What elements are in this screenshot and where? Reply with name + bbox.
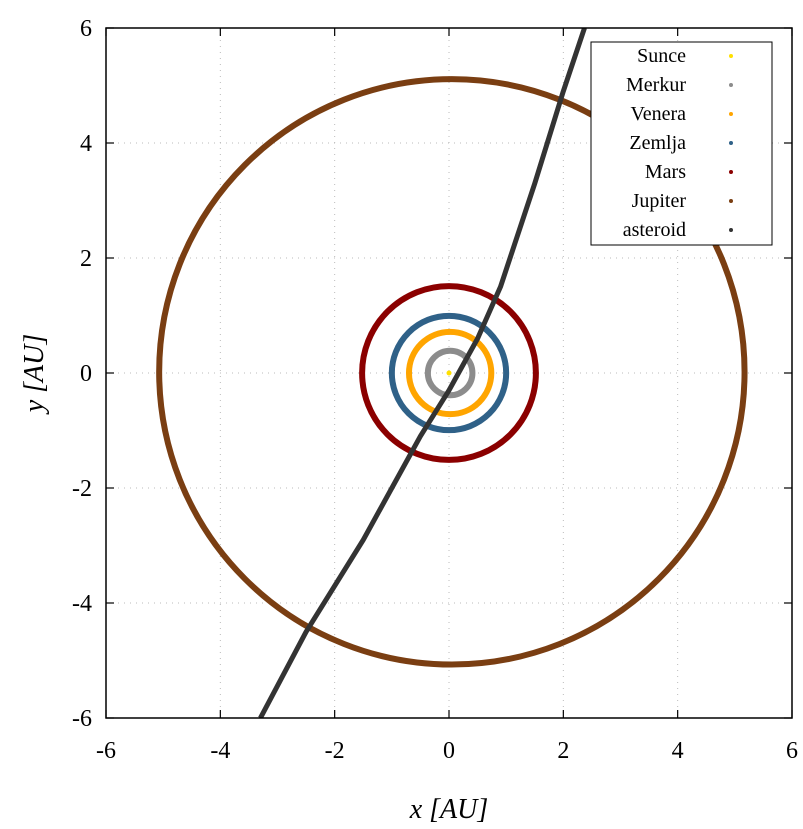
point-sunce xyxy=(446,370,452,376)
orbit-mars xyxy=(359,283,539,463)
orbit-venera xyxy=(405,328,495,418)
y-tick-label: -6 xyxy=(72,706,92,732)
plot-series xyxy=(156,28,748,718)
x-axis-label: x [AU] xyxy=(409,794,489,825)
orbit-jupiter xyxy=(156,76,748,668)
legend: Sunce Merkur Venera Zemlja Mars Jupiter astero… xyxy=(590,41,773,246)
axis-ticks: -6 -4 -2 0 2 4 6 -6 -4 -2 0 2 4 6 xyxy=(72,16,798,764)
legend-box xyxy=(590,41,773,246)
orbit-merkur xyxy=(424,347,476,399)
legend-marker-merkur xyxy=(729,83,733,87)
legend-label-jupiter: Jupiter xyxy=(632,190,687,212)
x-tick-label: 2 xyxy=(557,738,569,764)
legend-label-asteroid: asteroid xyxy=(623,219,686,241)
y-tick-label: -2 xyxy=(72,476,92,502)
y-axis-label: y [AU] xyxy=(19,334,50,416)
y-tick-label: -4 xyxy=(72,591,92,617)
y-tick-label: 0 xyxy=(80,361,92,387)
x-tick-label: -4 xyxy=(210,738,230,764)
legend-marker-venera xyxy=(729,112,733,116)
grid xyxy=(106,28,792,718)
legend-label-sunce: Sunce xyxy=(637,45,686,67)
legend-label-mars: Mars xyxy=(645,161,686,183)
legend-marker-zemlja xyxy=(729,141,733,145)
x-tick-label: 6 xyxy=(786,738,798,764)
x-tick-label: -6 xyxy=(96,738,116,764)
y-tick-label: 4 xyxy=(80,131,92,157)
x-tick-label: 4 xyxy=(672,738,684,764)
legend-label-zemlja: Zemlja xyxy=(629,132,686,154)
legend-label-merkur: Merkur xyxy=(626,74,686,96)
y-tick-label: 2 xyxy=(80,246,92,272)
y-tick-label: 6 xyxy=(80,16,92,42)
trajectory-asteroid xyxy=(258,28,587,718)
legend-marker-sunce xyxy=(729,54,733,58)
x-tick-label: 0 xyxy=(443,738,455,764)
orbit-zemlja xyxy=(388,312,510,434)
x-tick-label: -2 xyxy=(325,738,345,764)
legend-marker-jupiter xyxy=(729,199,733,203)
legend-label-venera: Venera xyxy=(630,103,686,125)
legend-marker-asteroid xyxy=(729,228,733,232)
legend-marker-mars xyxy=(729,170,733,174)
